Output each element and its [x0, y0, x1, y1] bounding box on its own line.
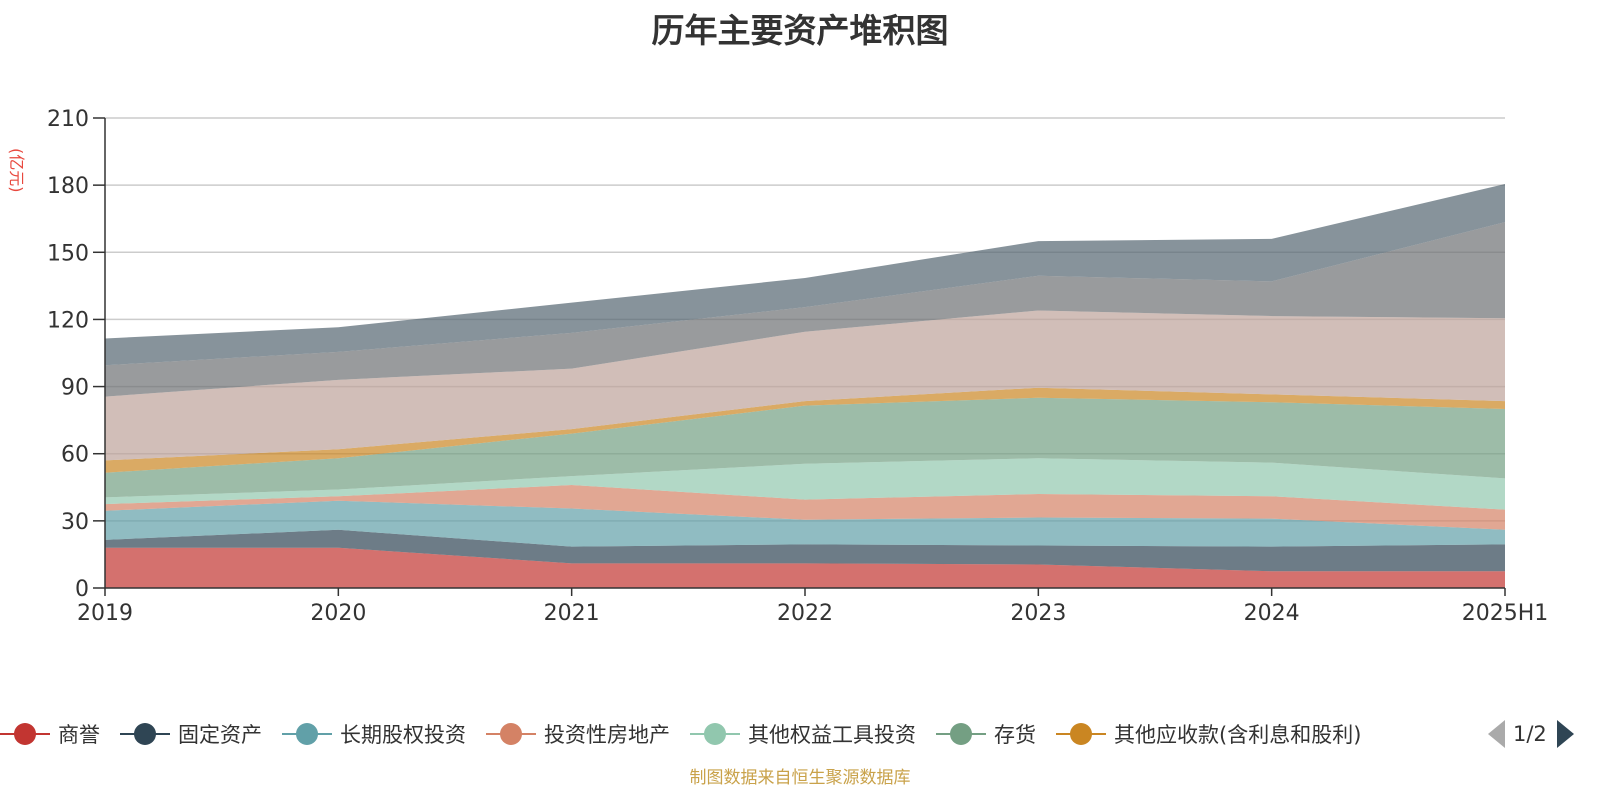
legend-label: 长期股权投资: [340, 723, 466, 747]
y-tick-label: 60: [61, 443, 89, 468]
y-tick-label: 180: [47, 174, 89, 199]
y-tick-label: 210: [47, 107, 89, 132]
x-tick-label: 2022: [777, 601, 833, 626]
area-series-0: [105, 547, 1505, 588]
x-tick-label: 2024: [1244, 601, 1300, 626]
y-tick-label: 120: [47, 308, 89, 333]
axes: 0 30 60 90 120 150 180 210 2019 2020 2021 2022 2023 2…: [47, 107, 1548, 626]
legend-label: 商誉: [58, 723, 100, 747]
legend-pager: 1/2: [1488, 718, 1574, 750]
legend-item[interactable]: 长期股权投资: [282, 718, 466, 750]
legend-item[interactable]: 存货: [936, 718, 1036, 750]
legend-label: 存货: [994, 723, 1036, 747]
legend-marker-icon: [690, 722, 740, 746]
legend-prev-icon[interactable]: [1488, 720, 1505, 748]
legend-items: 商誉 固定资产 长期股权投资 投资性房地产 其他权益工具投资 存货 其他应收款(含利息和股利…: [0, 718, 1480, 750]
legend-label: 投资性房地产: [544, 723, 670, 747]
area-series-6: [105, 387, 1505, 473]
legend-item[interactable]: 其他权益工具投资: [690, 718, 916, 750]
x-tick-label: 2020: [310, 601, 366, 626]
y-tick-label: 0: [75, 577, 89, 602]
area-series-5: [105, 397, 1505, 498]
legend-item[interactable]: 固定资产: [120, 718, 262, 750]
area-series-3: [105, 485, 1505, 530]
y-tick-label: 150: [47, 241, 89, 266]
x-tick-label: 2021: [544, 601, 600, 626]
area-series-2: [105, 500, 1505, 547]
legend: 商誉 固定资产 长期股权投资 投资性房地产 其他权益工具投资 存货 其他应收款(含利息和股利…: [0, 718, 1600, 750]
x-tick-label: 2023: [1010, 601, 1066, 626]
legend-page-indicator: 1/2: [1513, 722, 1547, 746]
legend-marker-icon: [282, 722, 332, 746]
legend-marker-icon: [1056, 722, 1106, 746]
area-series-8: [105, 222, 1505, 397]
chart-title: 历年主要资产堆积图: [651, 11, 949, 50]
legend-item[interactable]: 投资性房地产: [486, 718, 670, 750]
legend-marker-icon: [120, 722, 170, 746]
legend-label: 其他权益工具投资: [748, 723, 916, 747]
legend-item[interactable]: 其他应收款(含利息和股利): [1056, 718, 1361, 750]
stacked-area-chart: 0 30 60 90 120 150 180 210 2019 2020 2021 2022 2023 2…: [47, 107, 1548, 626]
legend-label: 其他应收款(含利息和股利): [1114, 723, 1362, 747]
legend-marker-icon: [936, 722, 986, 746]
legend-item[interactable]: 商誉: [0, 718, 100, 750]
source-footer: 制图数据来自恒生聚源数据库: [689, 768, 911, 788]
area-series: [105, 184, 1505, 588]
legend-marker-icon: [486, 722, 536, 746]
area-series-4: [105, 458, 1505, 510]
area-series-9: [105, 184, 1505, 366]
area-series-1: [105, 529, 1505, 572]
legend-marker-icon: [0, 722, 50, 746]
y-tick-label: 90: [61, 376, 89, 401]
area-series-7: [105, 310, 1505, 461]
legend-label: 固定资产: [178, 723, 262, 747]
y-tick-label: 30: [61, 510, 89, 535]
x-tick-label: 2019: [77, 601, 133, 626]
legend-next-icon[interactable]: [1556, 720, 1574, 748]
x-tick-label: 2025H1: [1462, 601, 1549, 626]
